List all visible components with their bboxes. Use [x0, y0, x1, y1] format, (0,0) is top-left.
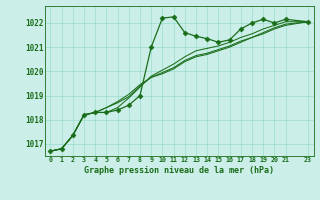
X-axis label: Graphe pression niveau de la mer (hPa): Graphe pression niveau de la mer (hPa) — [84, 166, 274, 175]
